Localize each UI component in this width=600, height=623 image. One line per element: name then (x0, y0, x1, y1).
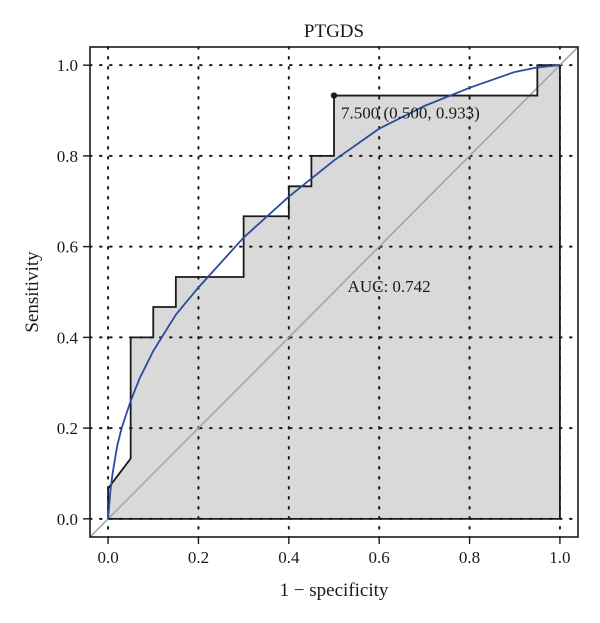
plot-frame (89, 46, 579, 538)
x-tick-label: 0.4 (278, 548, 300, 567)
reference-diagonal-line (90, 47, 578, 537)
y-tick-label: 0.2 (57, 419, 78, 438)
y-tick-label: 0.8 (57, 147, 78, 166)
y-tick-label: 0.6 (57, 238, 78, 257)
threshold-point (330, 92, 338, 99)
x-tick-label: 1.0 (549, 548, 570, 567)
smoothed-roc-curve (107, 64, 561, 519)
auc-annotation: AUC: 0.742 (348, 277, 431, 296)
x-axis: 0.0 0.2 0.4 0.6 0.8 1.0 (97, 537, 571, 567)
y-tick-label: 1.0 (57, 56, 78, 75)
x-tick-label: 0.8 (459, 548, 480, 567)
x-tick-label: 0.2 (188, 548, 209, 567)
x-tick-label: 0.0 (97, 548, 118, 567)
chart-title: PTGDS (304, 21, 364, 42)
plot-area: 7.500 (0.500, 0.933) AUC: 0.742 (89, 46, 579, 538)
y-tick-label: 0.0 (57, 510, 78, 529)
y-tick-label: 0.4 (57, 328, 79, 347)
threshold-label: 7.500 (0.500, 0.933) (341, 104, 480, 123)
y-axis-label: Sensitivity (22, 251, 43, 333)
x-axis-label: 1 − specificity (280, 580, 389, 601)
y-axis: 0.0 0.2 0.4 0.6 0.8 1.0 (57, 56, 90, 529)
x-tick-label: 0.6 (369, 548, 390, 567)
